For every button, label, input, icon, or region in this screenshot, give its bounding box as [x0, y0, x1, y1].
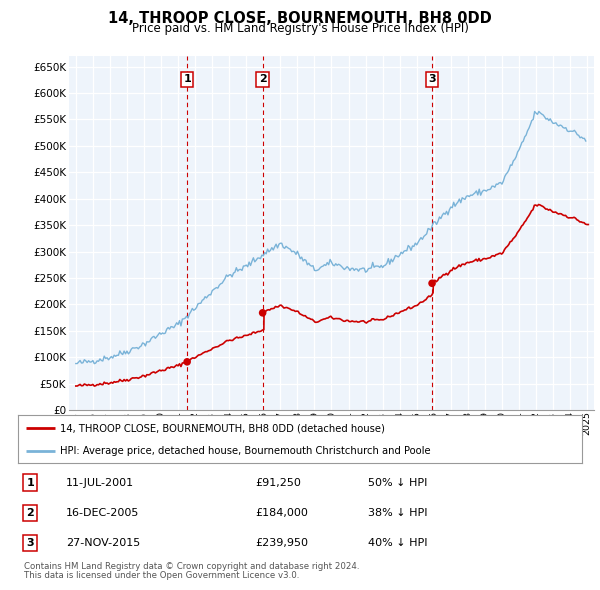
Text: 1: 1: [183, 74, 191, 84]
Point: [258, 308, 268, 317]
Text: Price paid vs. HM Land Registry's House Price Index (HPI): Price paid vs. HM Land Registry's House …: [131, 22, 469, 35]
Text: 14, THROOP CLOSE, BOURNEMOUTH, BH8 0DD (detached house): 14, THROOP CLOSE, BOURNEMOUTH, BH8 0DD (…: [60, 423, 385, 433]
Text: 40% ↓ HPI: 40% ↓ HPI: [368, 538, 427, 548]
Text: 3: 3: [26, 538, 34, 548]
Text: 1: 1: [26, 477, 34, 487]
Text: HPI: Average price, detached house, Bournemouth Christchurch and Poole: HPI: Average price, detached house, Bour…: [60, 446, 431, 456]
Text: 50% ↓ HPI: 50% ↓ HPI: [368, 477, 427, 487]
Text: 3: 3: [428, 74, 436, 84]
Text: 11-JUL-2001: 11-JUL-2001: [66, 477, 134, 487]
Text: This data is licensed under the Open Government Licence v3.0.: This data is licensed under the Open Gov…: [24, 571, 299, 579]
Point: [182, 357, 192, 366]
Text: 2: 2: [259, 74, 266, 84]
Text: 16-DEC-2005: 16-DEC-2005: [66, 508, 139, 518]
Text: £91,250: £91,250: [255, 477, 301, 487]
Text: £184,000: £184,000: [255, 508, 308, 518]
Text: 14, THROOP CLOSE, BOURNEMOUTH, BH8 0DD: 14, THROOP CLOSE, BOURNEMOUTH, BH8 0DD: [108, 11, 492, 25]
Text: 2: 2: [26, 508, 34, 518]
Text: 27-NOV-2015: 27-NOV-2015: [66, 538, 140, 548]
Text: £239,950: £239,950: [255, 538, 308, 548]
Point: [427, 278, 437, 288]
Text: 38% ↓ HPI: 38% ↓ HPI: [368, 508, 427, 518]
Text: Contains HM Land Registry data © Crown copyright and database right 2024.: Contains HM Land Registry data © Crown c…: [24, 562, 359, 571]
